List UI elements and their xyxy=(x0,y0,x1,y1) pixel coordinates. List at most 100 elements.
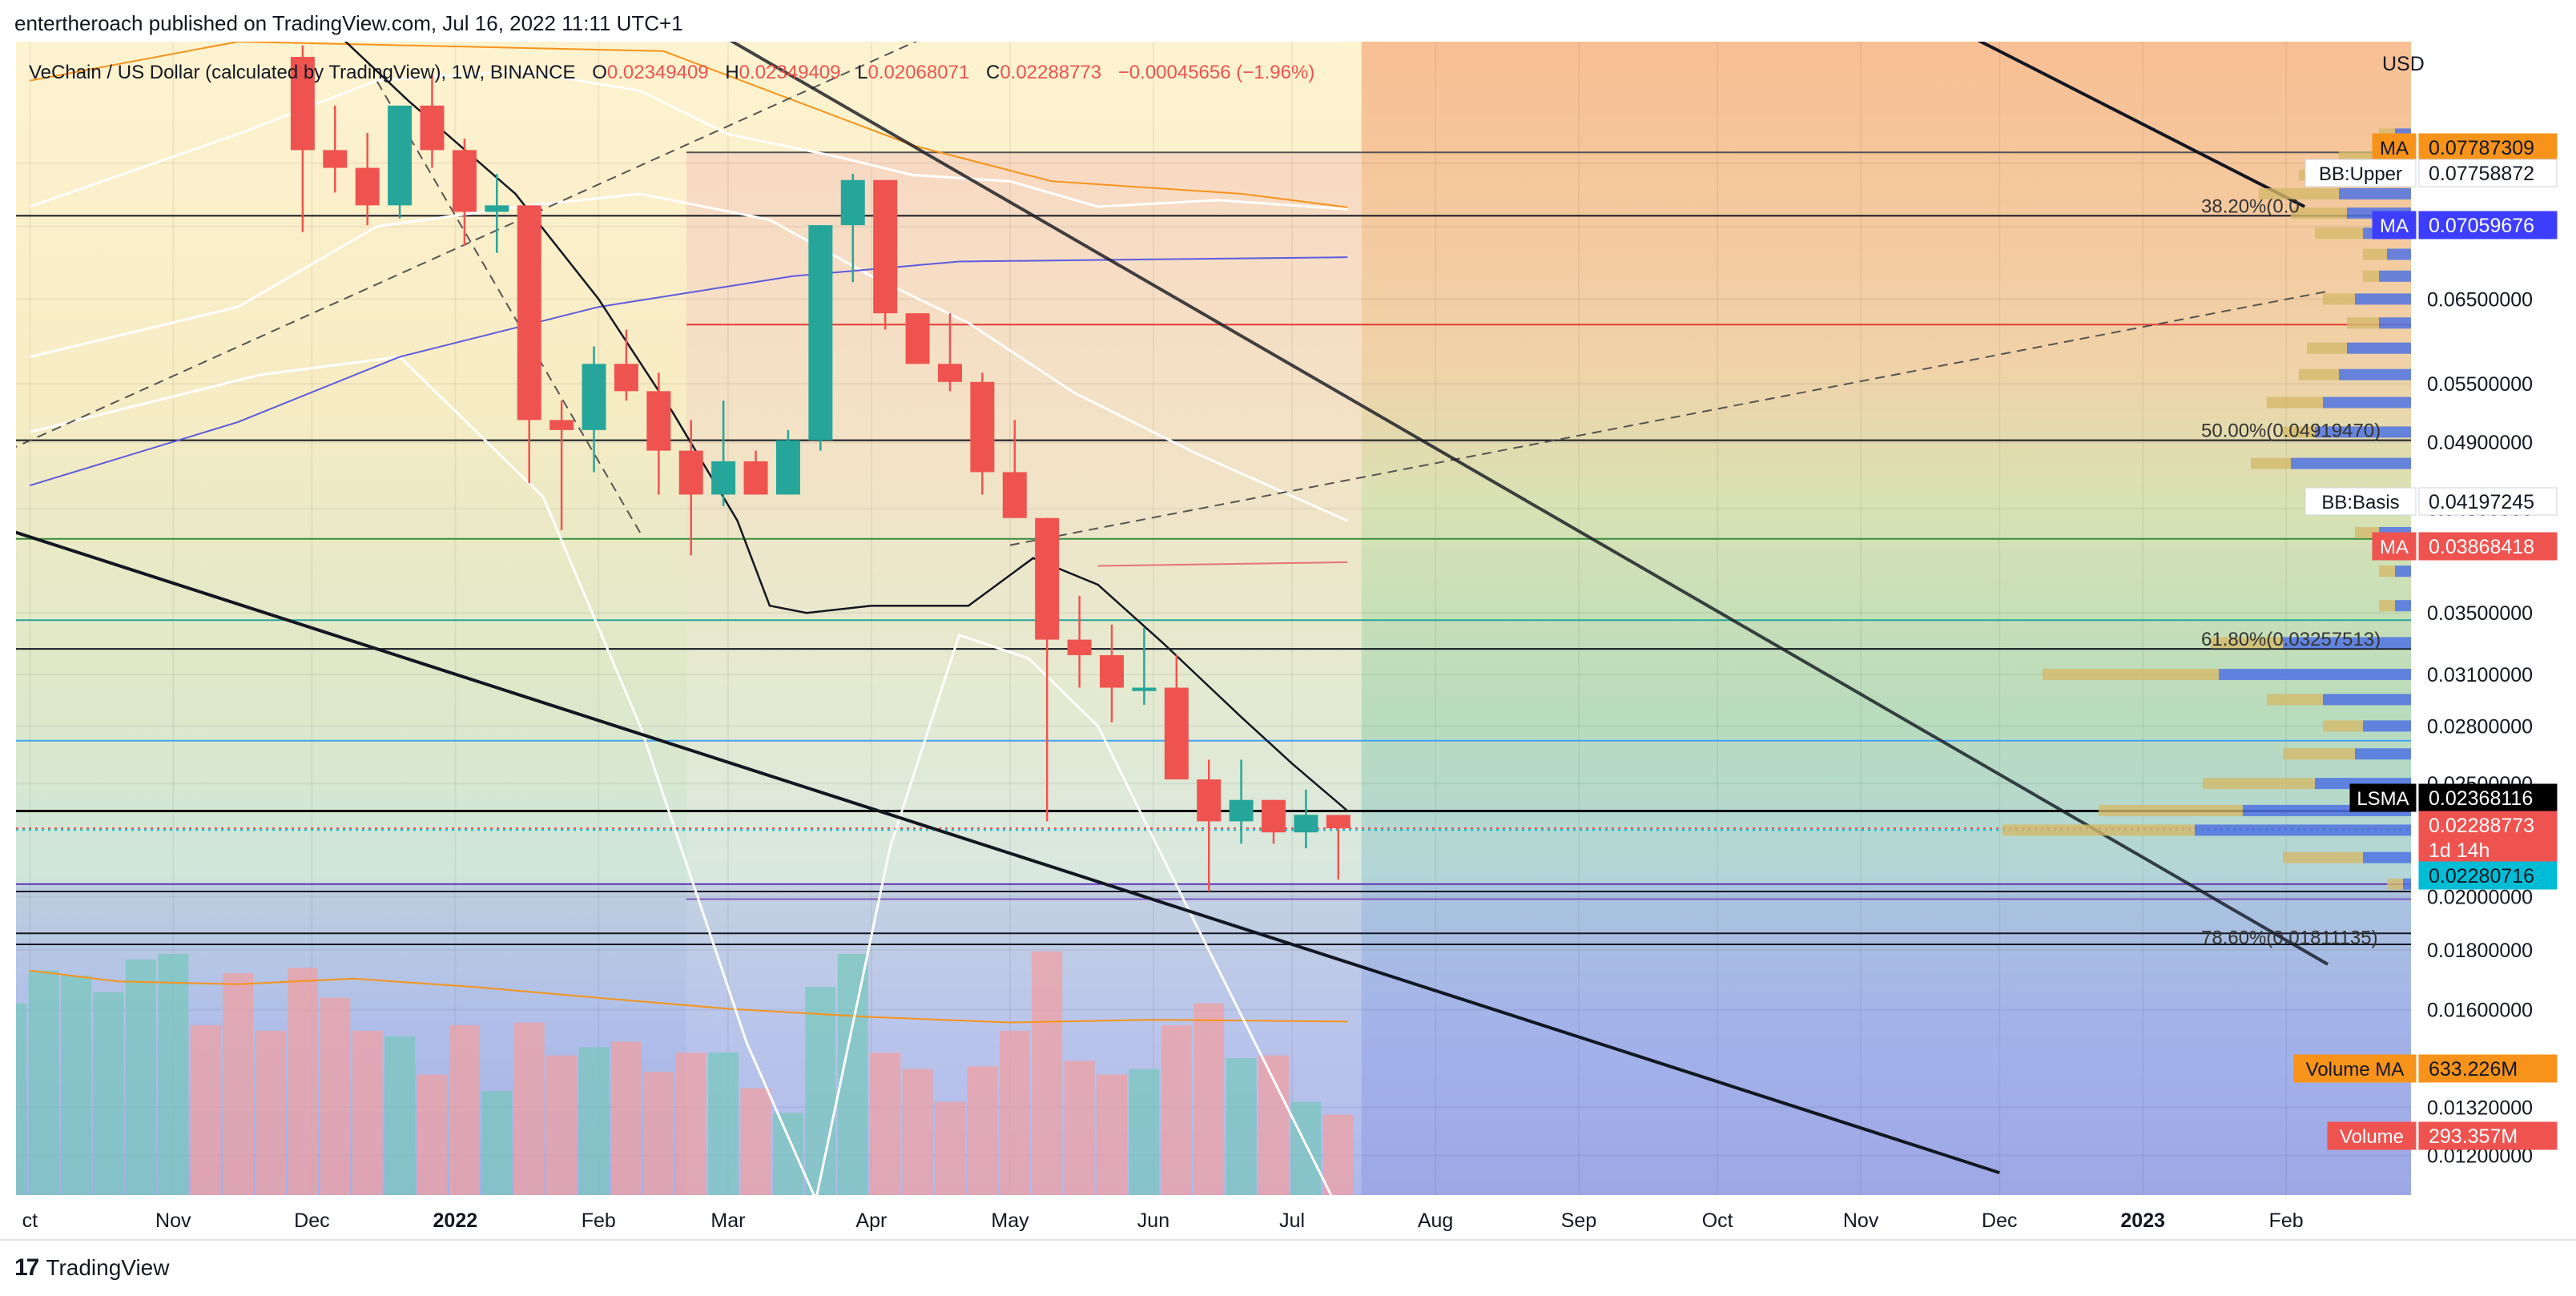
price-tag-value-box xyxy=(2418,1054,2558,1083)
volume-bar xyxy=(28,970,59,1195)
volume-bar xyxy=(352,1030,383,1195)
time-axis[interactable]: ct Nov Dec 2022 Feb Mar Apr May Jun Jul Aug Sep Oct N… xyxy=(0,1195,2576,1241)
volume-bar xyxy=(255,1030,286,1195)
ma-red-line xyxy=(1097,561,1348,567)
price-tag-name-box xyxy=(2304,487,2417,516)
volume-bar xyxy=(902,1069,933,1195)
volume-bar xyxy=(578,1047,610,1195)
time-tick-label: Mar xyxy=(710,1209,745,1232)
price-tag-value-box xyxy=(2418,487,2558,516)
time-tick-label: Nov xyxy=(155,1209,191,1232)
candle-body xyxy=(1100,654,1125,688)
candle-body xyxy=(323,150,348,168)
candle-body xyxy=(743,461,768,495)
price-tag-value: 0.04197245 xyxy=(2429,491,2534,513)
profile-bar-down xyxy=(2251,457,2291,469)
profile-bar-down xyxy=(2299,368,2339,380)
legend-high: 0.02349409 xyxy=(739,62,841,83)
price-tag-name: Volume MA xyxy=(2306,1059,2405,1081)
price-tag-value: 0.02368116 xyxy=(2429,787,2533,810)
profile-bar-up xyxy=(2387,248,2411,260)
bb-basis-line xyxy=(29,192,1349,522)
fib-label: 61.80%(0.03257513) xyxy=(2201,629,2381,650)
indicator-lines xyxy=(16,42,2329,1175)
price-tags: 0.07787309 MA 0.07758872 BB:Upper 0.07059676… xyxy=(2293,133,2558,1150)
legend-open-label: O xyxy=(592,62,607,83)
price-tag-name: Volume xyxy=(2340,1126,2404,1148)
candle-body xyxy=(517,205,541,421)
time-tick-label: Nov xyxy=(1843,1209,1879,1232)
profile-bar-down xyxy=(2283,748,2355,760)
profile-bar-down xyxy=(2347,317,2379,329)
candle-body xyxy=(1067,639,1092,655)
time-tick-label: 2022 xyxy=(433,1209,478,1232)
time-tick-label: Jul xyxy=(1279,1209,1305,1232)
profile-bar-up xyxy=(2339,368,2411,380)
price-tag-value: 0.02288773 xyxy=(2429,815,2534,837)
volume-profile xyxy=(2002,128,2411,890)
profile-bar-up xyxy=(2379,270,2411,282)
legend-close: 0.02288773 xyxy=(1000,62,1101,83)
price-tag-value: 0.07758872 xyxy=(2429,163,2534,185)
volume-bar xyxy=(1161,1024,1192,1195)
volume-bar xyxy=(675,1052,706,1195)
volume-bar xyxy=(1322,1114,1354,1195)
volume-bar xyxy=(417,1074,448,1195)
price-tick-label: 0.01600000 xyxy=(2427,1000,2533,1022)
volume-bar xyxy=(546,1055,578,1195)
channel-upper-line xyxy=(729,42,2329,966)
profile-bar-down xyxy=(2099,804,2243,816)
profile-bar-up xyxy=(2355,293,2411,305)
time-tick-label: Jun xyxy=(1137,1209,1169,1232)
volume-bar xyxy=(1097,1074,1128,1195)
volume-bar xyxy=(1258,1055,1290,1195)
price-axis-bg xyxy=(2411,0,2576,1250)
footer-branding[interactable]: 17 TradingView xyxy=(14,1254,169,1282)
profile-bar-up xyxy=(2403,878,2411,890)
profile-bar-down xyxy=(2315,227,2363,239)
profile-bar-down xyxy=(2387,878,2403,890)
price-tick-label: 0.03500000 xyxy=(2427,602,2533,625)
price-tag-name-box xyxy=(2293,1054,2417,1083)
price-tag-value-box xyxy=(2418,1121,2558,1150)
time-tick-label: Dec xyxy=(1982,1209,2017,1232)
price-tag-name: MA xyxy=(2380,138,2409,159)
profile-bar-down xyxy=(2283,426,2315,438)
candle-body xyxy=(388,105,413,206)
profile-bar-up xyxy=(2363,851,2411,863)
profile-bar-down xyxy=(2307,342,2347,354)
volume-bar xyxy=(999,1030,1030,1195)
price-tag-value: 293.357M xyxy=(2429,1125,2518,1148)
candle-body xyxy=(1035,517,1060,640)
price-tag-value-box xyxy=(2418,532,2558,561)
price-tag-name: BB:Upper xyxy=(2319,163,2402,185)
volume-bar xyxy=(967,1066,998,1195)
candle-body xyxy=(873,179,898,314)
candle-body xyxy=(485,205,509,212)
profile-bar-down xyxy=(2203,778,2315,790)
volume-bar xyxy=(384,1036,416,1195)
profile-bar-down xyxy=(2211,637,2283,649)
profile-bar-down xyxy=(2259,187,2339,199)
candle-body xyxy=(905,313,930,364)
price-tag-value-box xyxy=(2418,861,2558,890)
ma-blue-line xyxy=(30,256,1348,487)
background-projection xyxy=(1361,42,2411,1195)
profile-bar-up xyxy=(2347,342,2411,354)
candle-body xyxy=(1197,779,1222,822)
volume-bar xyxy=(481,1091,513,1195)
fib-label: 38.20%(0.0 xyxy=(2201,195,2300,217)
candle-body xyxy=(678,450,703,495)
profile-bar-up xyxy=(2339,187,2411,199)
price-tick-label: 0.02000000 xyxy=(2427,886,2533,908)
profile-bar-down xyxy=(2323,293,2355,305)
price-axis[interactable]: USD0.085000000.075000000.065000000.05500… xyxy=(2382,0,2576,1250)
candle-body xyxy=(937,364,962,382)
price-tick-label: 0.04900000 xyxy=(2427,432,2533,454)
profile-bar-up xyxy=(2283,637,2411,649)
price-tag-name: MA xyxy=(2380,215,2409,237)
price-tag-name: BB:Basis xyxy=(2321,492,2399,513)
profile-bar-up xyxy=(2195,824,2411,836)
price-tick-label: 0.06500000 xyxy=(2427,288,2533,311)
